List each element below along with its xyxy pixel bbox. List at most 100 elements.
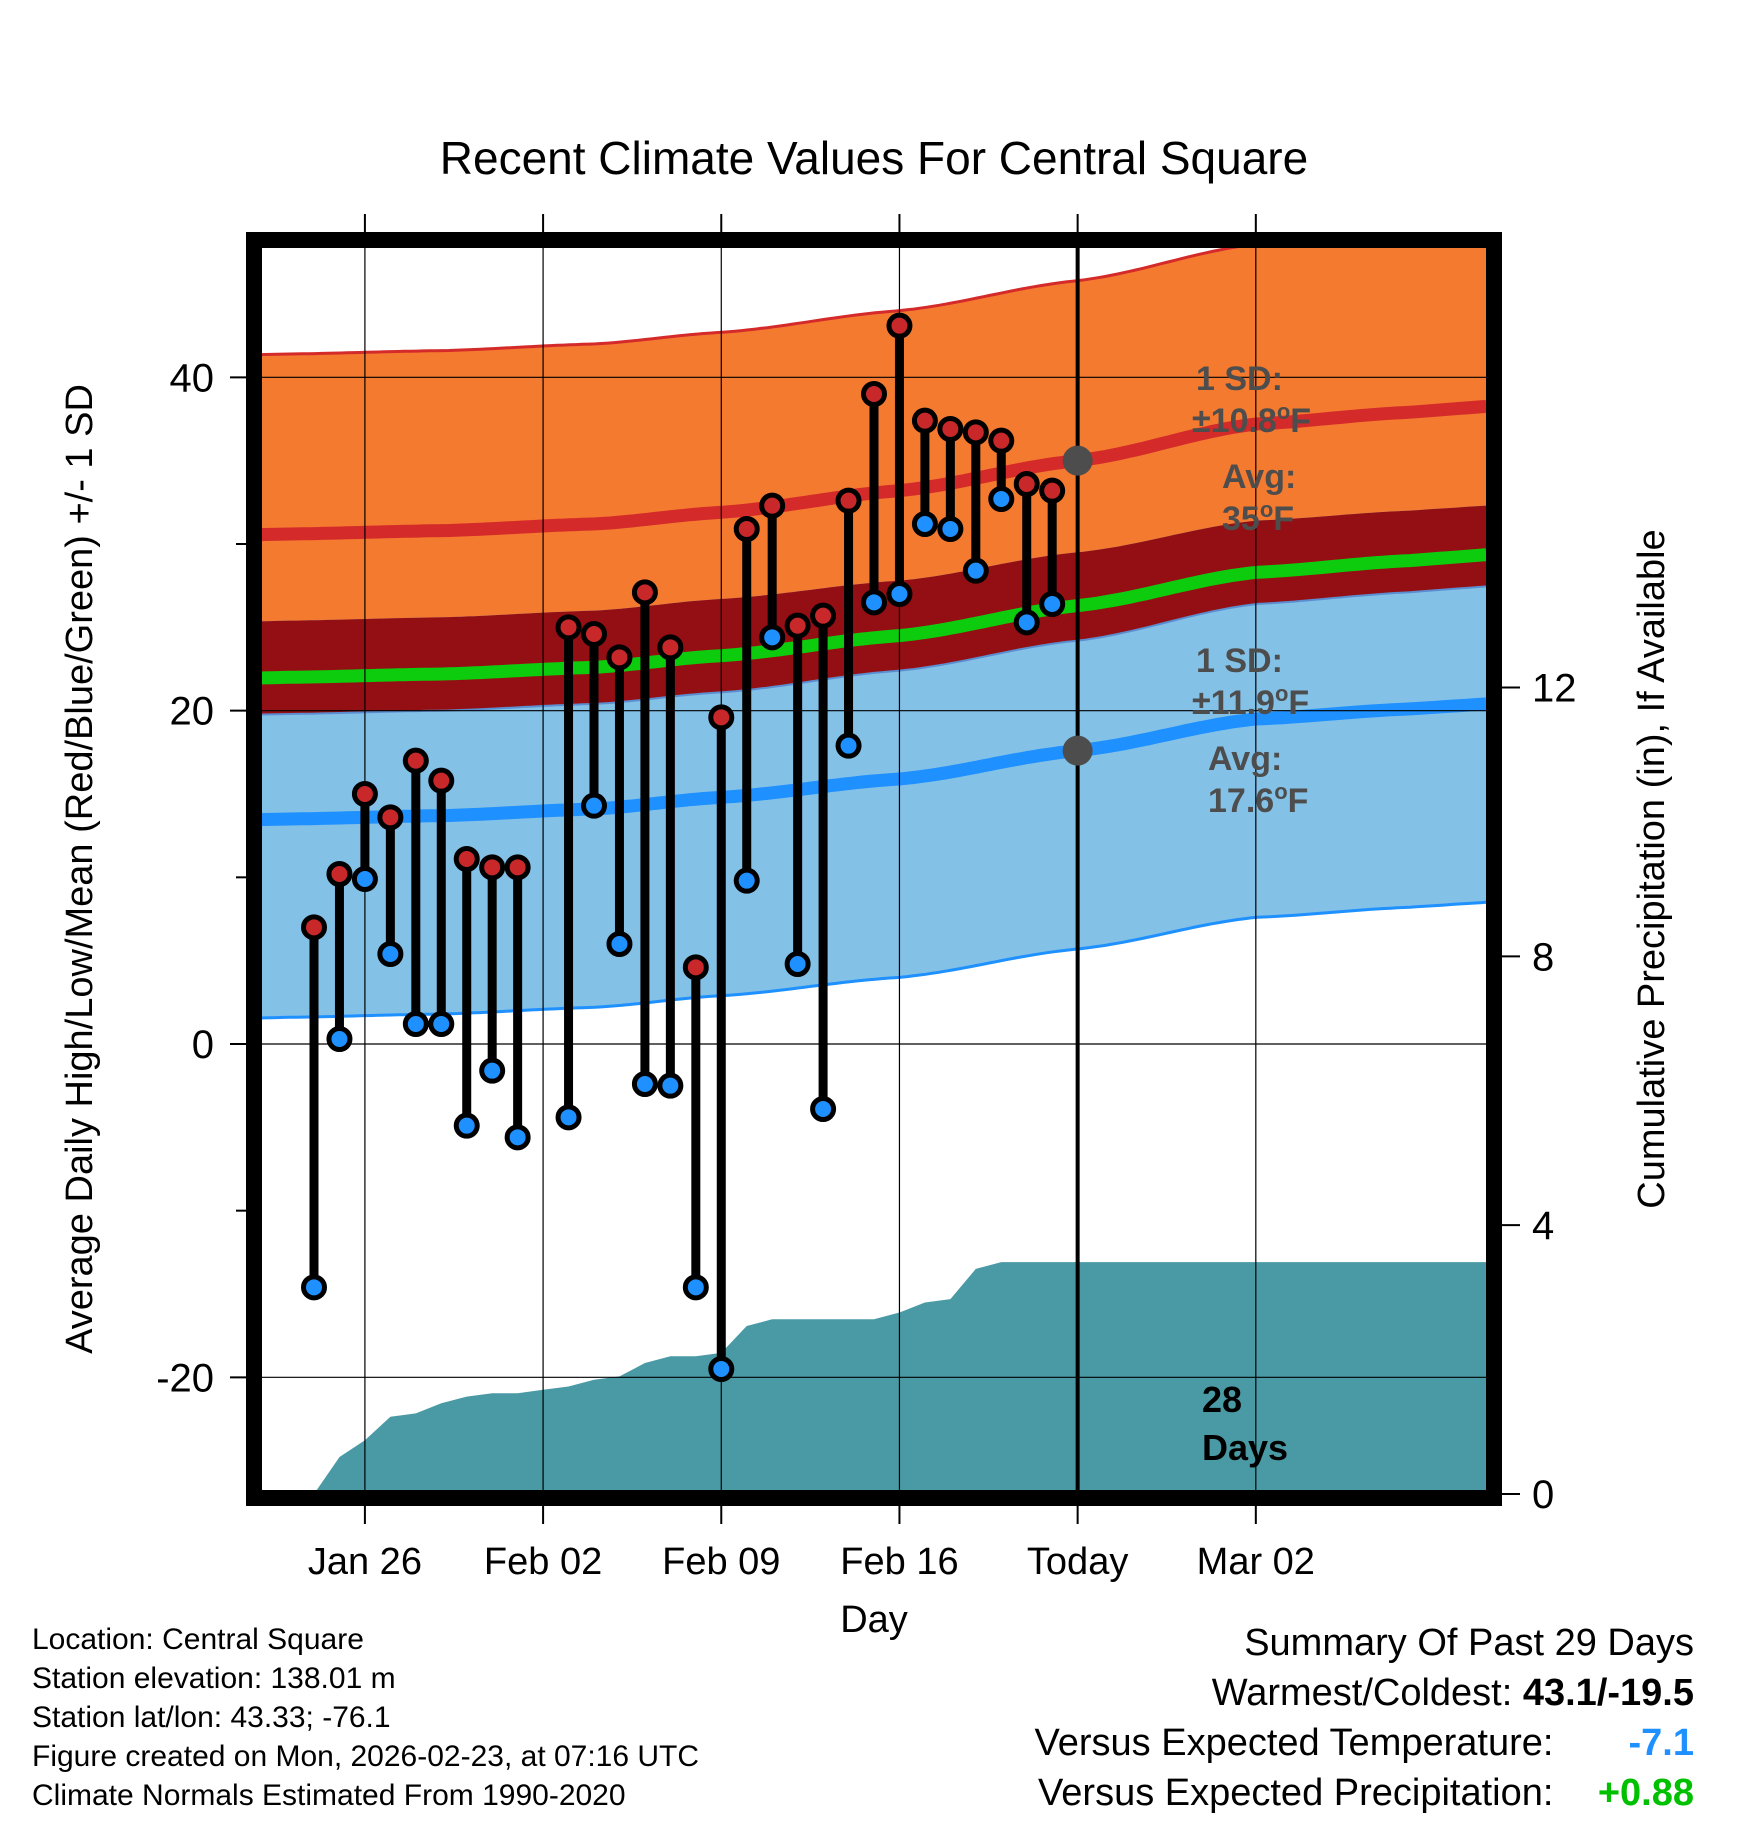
obs-low-dot [810, 1096, 837, 1122]
temp-anomaly-label: Versus Expected Temperature: [1034, 1722, 1554, 1764]
y2-axis-title: Cumulative Precipitation (in), If Availa… [1631, 529, 1673, 1208]
obs-low-dot [581, 792, 607, 819]
warmest-coldest-value: 43.1/-19.5 [1522, 1672, 1694, 1714]
obs-low-dot [759, 624, 786, 651]
obs-high-dot [657, 634, 684, 661]
obs-high-dot [886, 312, 913, 339]
y-tick-label: -20 [156, 1356, 214, 1400]
high-sd-lower-line [258, 585, 1487, 716]
high-sd-value: ±10.8oF [1192, 399, 1311, 440]
days-label-number: 28 [1202, 1379, 1242, 1420]
days-label-unit: Days [1202, 1427, 1288, 1468]
obs-low-dot [479, 1057, 506, 1084]
precip-anomaly-value: +0.88 [1597, 1772, 1694, 1814]
precip-anomaly-label: Versus Expected Precipitation: [1038, 1772, 1554, 1814]
obs-low-dot [861, 589, 887, 616]
y-axis-title: Average Daily High/Low/Mean (Red/Blue/Gr… [59, 384, 101, 1354]
obs-high-dot [708, 704, 735, 731]
high-sd-upper-line [258, 244, 1282, 357]
obs-low-dot [631, 1071, 658, 1097]
obs-high-dot [606, 644, 633, 671]
obs-low-dot [1039, 591, 1066, 617]
x-axis-title: Day [840, 1599, 908, 1641]
obs-high-dot [402, 747, 429, 774]
y-tick-label: 40 [170, 356, 215, 400]
station-info: Location: Central Square Station elevati… [32, 1620, 699, 1815]
obs-high-dot [682, 954, 709, 981]
today-low-avg-dot [1062, 735, 1093, 766]
obs-high-dot [631, 579, 658, 606]
y2-tick-label: 8 [1532, 935, 1554, 979]
obs-low-dot [784, 951, 811, 977]
obs-low-dot [937, 516, 964, 542]
low-avg-value: 17.6oF [1208, 779, 1308, 820]
obs-low-dot [733, 867, 760, 894]
normal-mean-line [258, 548, 1487, 685]
obs-high-dot [351, 781, 378, 807]
obs-high-dot [733, 516, 760, 542]
summary-temperature: Versus Expected Temperature: -7.1 [1035, 1718, 1694, 1768]
obs-low-dot [1013, 609, 1040, 636]
x-tick-label: Feb 16 [840, 1541, 958, 1583]
low-avg-label: Avg: [1208, 740, 1282, 778]
obs-high-dot [1013, 471, 1040, 497]
x-tick-label: Mar 02 [1197, 1541, 1315, 1583]
y2-tick-label: 4 [1532, 1204, 1554, 1248]
y2-tick-label: 0 [1532, 1473, 1554, 1517]
obs-low-dot [326, 1026, 353, 1052]
axes: 40 20 0 -20 0 4 8 12 Jan 26 Feb 02 Feb 09 Feb 16 Tod… [156, 214, 1577, 1583]
y-tick-label: 0 [192, 1023, 214, 1067]
y2-tick-label: 12 [1532, 667, 1577, 711]
obs-high-dot [810, 602, 837, 629]
obs-high-dot [504, 854, 531, 881]
summary-precipitation: Versus Expected Precipitation: +0.88 [1035, 1768, 1694, 1818]
low-sd-label: 1 SD: [1196, 642, 1283, 680]
obs-high-dot [962, 419, 989, 446]
x-tick-label: Today [1027, 1541, 1128, 1583]
obs-high-dot [937, 416, 964, 442]
observations [301, 312, 1066, 1382]
normal-low-line [258, 697, 1487, 827]
obs-low-dot [555, 1104, 582, 1131]
elevation-text: Station elevation: 138.01 m [32, 1662, 396, 1695]
plot-frame [246, 232, 1502, 1506]
obs-high-dot [784, 612, 811, 639]
obs-high-dot [453, 846, 480, 872]
obs-low-dot [962, 557, 989, 584]
high-avg-label: Avg: [1222, 458, 1296, 496]
latlon-text: Station lat/lon: 43.33; -76.1 [32, 1701, 391, 1734]
summary-heading: Summary Of Past 29 Days [1244, 1622, 1694, 1664]
obs-low-dot [606, 931, 633, 957]
obs-low-dot [351, 866, 378, 892]
obs-high-dot [581, 621, 607, 647]
obs-high-dot [301, 914, 327, 941]
obs-low-dot [402, 1011, 429, 1037]
obs-high-dot [555, 614, 582, 641]
obs-low-dot [886, 581, 913, 607]
obs-high-dot [479, 854, 506, 881]
temp-anomaly-value: -7.1 [1628, 1722, 1694, 1764]
obs-low-dot [835, 732, 862, 759]
summary-panel: Summary Of Past 29 Days Warmest/Coldest:… [1035, 1618, 1694, 1818]
days-label: 28 Days [1202, 1379, 1288, 1468]
obs-high-dot [1039, 477, 1066, 504]
obs-high-dot [377, 804, 404, 831]
obs-high-dot [428, 767, 455, 794]
x-tick-label: Feb 02 [484, 1541, 602, 1583]
obs-high-dot [326, 861, 353, 887]
obs-high-dot [911, 407, 938, 434]
precip-area [314, 1262, 1490, 1494]
y-tick-label: 20 [170, 690, 215, 734]
obs-low-dot [301, 1274, 327, 1301]
summary-warmest-coldest: Warmest/Coldest: 43.1/-19.5 [1035, 1668, 1694, 1718]
today-high-avg-dot [1062, 445, 1093, 476]
high-sd-label: 1 SD: [1196, 360, 1283, 398]
high-avg-value: 35oF [1222, 497, 1294, 538]
obs-low-dot [708, 1356, 735, 1382]
obs-high-dot [759, 492, 786, 519]
obs-low-dot [988, 486, 1015, 512]
chart-title: Recent Climate Values For Central Square [440, 132, 1308, 184]
